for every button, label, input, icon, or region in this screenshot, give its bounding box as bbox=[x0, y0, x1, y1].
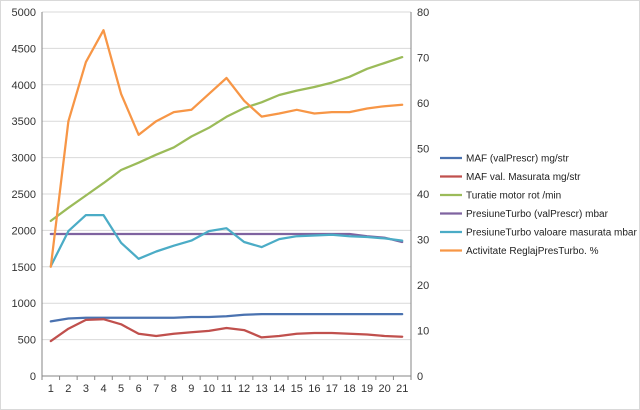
legend-label: PresiuneTurbo (valPrescr) mbar bbox=[466, 209, 609, 220]
y-tick-label: 3500 bbox=[12, 116, 36, 128]
x-tick-label: 8 bbox=[171, 383, 177, 395]
y-tick-label: 500 bbox=[18, 335, 36, 347]
series-line-1 bbox=[49, 312, 404, 323]
y-tick-label: 5000 bbox=[12, 7, 36, 19]
x-tick-label: 12 bbox=[238, 383, 250, 395]
x-tick-label: 20 bbox=[379, 383, 391, 395]
x-tick-label: 15 bbox=[291, 383, 303, 395]
series-line-5 bbox=[49, 213, 404, 268]
x-tick-label: 7 bbox=[153, 383, 159, 395]
y-tick-label: 1000 bbox=[12, 298, 36, 310]
y-tick-label: 2000 bbox=[12, 225, 36, 237]
y-tick-label: 0 bbox=[30, 371, 36, 383]
x-tick-label: 3 bbox=[83, 383, 89, 395]
x-tick-label: 21 bbox=[396, 383, 408, 395]
legend-label: Turatie motor rot /min bbox=[466, 191, 561, 202]
legend-label: Activitate ReglajPresTurbo. % bbox=[466, 246, 599, 257]
x-tick-label: 16 bbox=[308, 383, 320, 395]
x-tick-label: 11 bbox=[221, 383, 232, 395]
legend-label: MAF (valPrescr) mg/str bbox=[466, 154, 569, 165]
y2-tick-label: 70 bbox=[417, 53, 429, 65]
y2-tick-label: 10 bbox=[417, 326, 429, 338]
y2-tick-label: 40 bbox=[417, 189, 429, 201]
legend-label: PresiuneTurbo valoare masurata mbar bbox=[466, 228, 637, 239]
y2-tick-label: 30 bbox=[417, 235, 429, 247]
y2-tick-label: 80 bbox=[417, 7, 429, 19]
series-line-6 bbox=[49, 29, 404, 268]
x-tick-label: 14 bbox=[273, 383, 285, 395]
series-line-4 bbox=[49, 232, 404, 244]
y-tick-label: 1500 bbox=[12, 262, 36, 274]
y2-tick-label: 50 bbox=[417, 144, 429, 156]
x-tick-label: 13 bbox=[256, 383, 268, 395]
x-tick-label: 4 bbox=[100, 383, 106, 395]
y-tick-label: 2500 bbox=[12, 189, 36, 201]
x-tick-label: 6 bbox=[136, 383, 142, 395]
x-tick-label: 2 bbox=[65, 383, 71, 395]
y-tick-label: 4500 bbox=[12, 43, 36, 55]
y2-tick-label: 0 bbox=[417, 371, 423, 383]
y-tick-label: 4000 bbox=[12, 80, 36, 92]
x-tick-label: 19 bbox=[361, 383, 373, 395]
y2-tick-label: 20 bbox=[417, 280, 429, 292]
x-tick-label: 1 bbox=[48, 383, 54, 395]
legend-label: MAF val. Masurata mg/str bbox=[466, 172, 581, 183]
x-tick-label: 5 bbox=[118, 383, 124, 395]
series-line-2 bbox=[49, 318, 404, 343]
y2-tick-label: 60 bbox=[417, 98, 429, 110]
series-line-3 bbox=[49, 55, 404, 223]
y-tick-label: 3000 bbox=[12, 153, 36, 165]
x-tick-label: 18 bbox=[343, 383, 355, 395]
x-tick-label: 10 bbox=[203, 383, 215, 395]
x-tick-label: 17 bbox=[326, 383, 338, 395]
x-tick-label: 9 bbox=[188, 383, 194, 395]
